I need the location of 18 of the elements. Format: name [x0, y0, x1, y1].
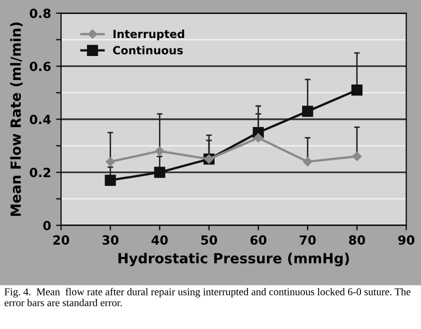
x-tick-label: 70 [300, 235, 316, 245]
legend-label: Interrupted [114, 30, 184, 40]
caption: Fig. 4. Mean flow rate after dural repair using interrupted and continuous locked 6-0 suture. The error bars are standard error. [4, 288, 410, 306]
x-axis-title: Hydrostatic Pressure (mmHg) [118, 252, 349, 266]
y-tick-label: 0.8 [30, 8, 51, 18]
y-tick-label: 0.4 [30, 114, 51, 124]
x-tick-label: 50 [201, 235, 218, 245]
x-tick-label: 40 [152, 235, 168, 245]
x-tick-label: 60 [250, 235, 266, 245]
x-tick-label: 80 [349, 235, 366, 245]
y-tick-label: 0.6 [30, 62, 51, 72]
x-tick-label: 20 [53, 235, 70, 245]
x-tick-label: 90 [398, 235, 414, 245]
y-tick-label: 0.2 [30, 168, 50, 178]
y-tick-label: 0 [43, 220, 51, 230]
y-axis-title: Mean Flow Rate (ml/min) [10, 22, 23, 216]
legend-label: Continuous [113, 46, 183, 54]
x-tick-label: 30 [102, 235, 118, 245]
